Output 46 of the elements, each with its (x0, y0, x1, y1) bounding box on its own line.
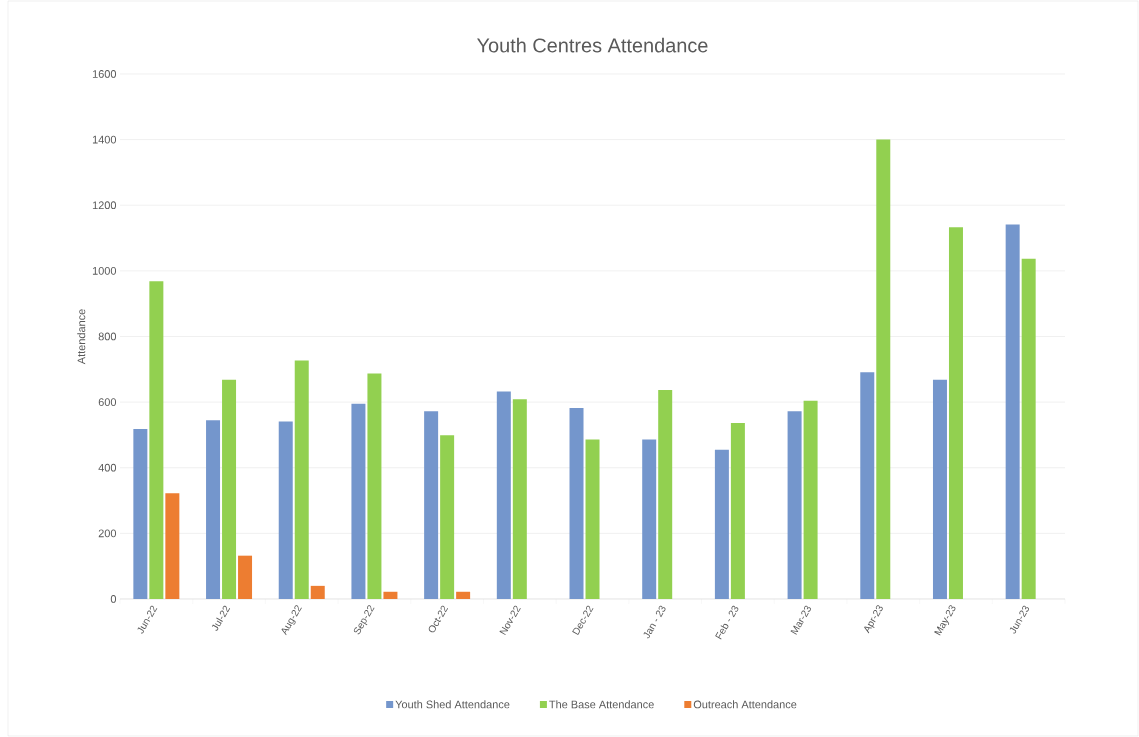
bar (730, 423, 745, 599)
y-tick-label: 1000 (92, 266, 117, 275)
bar (787, 411, 802, 599)
chart-title: Youth Centres Attendance (477, 37, 708, 53)
bar (658, 389, 673, 599)
bar (165, 493, 180, 599)
bar (367, 373, 382, 599)
bar (1021, 258, 1036, 599)
bar (876, 139, 891, 599)
y-tick-label: 400 (98, 463, 117, 472)
bar (803, 400, 818, 599)
bar (948, 227, 963, 599)
bar (642, 439, 657, 599)
bar (585, 439, 600, 599)
bar (424, 411, 439, 599)
bar (149, 281, 164, 599)
bar (310, 585, 325, 599)
bar (278, 421, 293, 599)
bar (496, 391, 511, 599)
bar (1005, 224, 1020, 599)
y-tick-label: 600 (98, 398, 117, 406)
bar (351, 403, 366, 599)
legend-label: Outreach Attendance (693, 700, 797, 709)
y-tick-label: 800 (98, 332, 117, 341)
bar (222, 379, 237, 599)
legend-label: The Base Attendance (549, 700, 654, 709)
legend-label: Youth Shed Attendance (395, 700, 510, 709)
bar (714, 449, 729, 599)
bar (860, 372, 875, 599)
y-tick-label: 200 (98, 529, 117, 538)
bar (294, 360, 309, 599)
bar (512, 399, 527, 599)
bar (133, 429, 148, 599)
bar (569, 408, 584, 599)
bar (440, 435, 455, 599)
bar (383, 591, 398, 599)
x-tick-label: Jan - 23 (643, 605, 666, 639)
y-tick-label: 1600 (92, 70, 117, 78)
bar (206, 420, 221, 599)
y-tick-label: 0 (110, 595, 117, 603)
bar (932, 379, 947, 599)
y-tick-label: 1200 (92, 201, 117, 210)
y-tick-label: 1400 (92, 135, 117, 144)
bar (456, 591, 471, 599)
bar (238, 555, 253, 599)
y-axis-title: Attendance (77, 309, 86, 365)
